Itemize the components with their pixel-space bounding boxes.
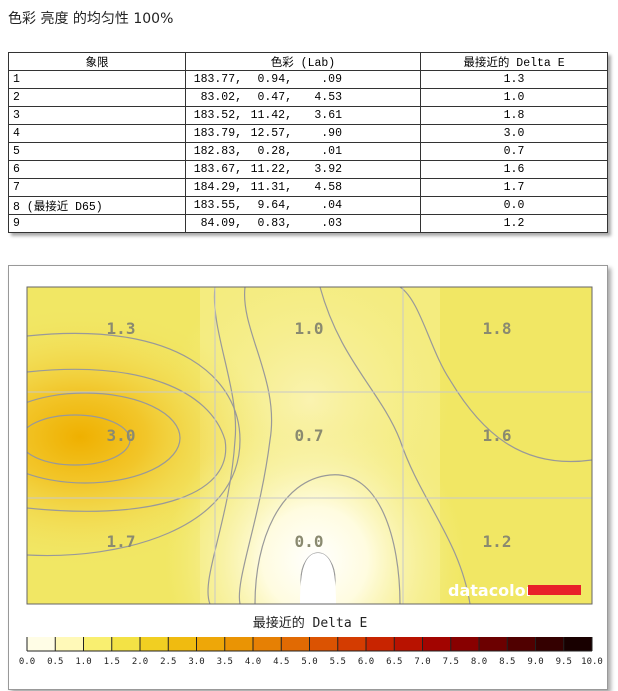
- colorbar-block: [450, 637, 480, 651]
- colorbar-block: [479, 637, 508, 651]
- cell-label: 1.2: [483, 532, 512, 551]
- colorbar-block: [140, 637, 169, 651]
- lab-value: 184.29,: [193, 181, 242, 194]
- lab-value: 183.52,: [193, 109, 242, 122]
- lab-value: 183.79,: [193, 127, 242, 140]
- colorbar-tick-label: 5.5: [330, 657, 346, 667]
- colorbar-block: [253, 637, 282, 651]
- lab-cell: 183.77, 0.94, .09: [185, 70, 421, 89]
- lab-value: 0.28,: [257, 145, 292, 158]
- colorbar-tick-label: 1.5: [104, 657, 120, 667]
- colorbar-block: [281, 637, 310, 651]
- table-row: 3 183.52, 11.42, 3.61 1.8: [8, 106, 608, 125]
- table-row: 2 83.02, 0.47, 4.53 1.0: [8, 88, 608, 107]
- colorbar-block: [55, 637, 84, 651]
- quadrant-cell: 8 (最接近 D65): [8, 196, 186, 215]
- lab-value: 11.22,: [250, 163, 292, 176]
- cell-label: 1.6: [483, 426, 512, 445]
- colorbar-tick-label: 6.5: [386, 657, 402, 667]
- colorbar-block: [507, 637, 536, 651]
- lab-value: .04: [321, 199, 342, 212]
- delta-e-cell: 1.2: [420, 214, 608, 233]
- colorbar-tick-label: 10.0: [581, 657, 603, 667]
- cell-label: 3.0: [107, 426, 136, 445]
- lab-value: .03: [321, 217, 342, 230]
- colorbar-tick-label: 9.5: [556, 657, 572, 667]
- colorbar-tick-label: 8.5: [499, 657, 515, 667]
- lab-value: 11.42,: [250, 109, 292, 122]
- cell-label: 0.7: [295, 426, 324, 445]
- lab-value: .01: [321, 145, 342, 158]
- cell-label: 0.0: [295, 532, 324, 551]
- colorbar-tick-label: 7.0: [414, 657, 430, 667]
- lab-value: 3.92: [314, 163, 342, 176]
- lab-value: 0.94,: [257, 73, 292, 86]
- colorbar-tick-label: 0.0: [19, 657, 35, 667]
- colorbar-block: [196, 637, 226, 651]
- colorbar-block: [309, 637, 339, 651]
- cell-label: 1.3: [107, 319, 136, 338]
- table-row: 9 84.09, 0.83, .03 1.2: [8, 214, 608, 233]
- lab-value: 183.77,: [193, 73, 242, 86]
- colorbar-tick-label: 0.5: [47, 657, 63, 667]
- table-row: 8 (最接近 D65) 183.55, 9.64, .04 0.0: [8, 196, 608, 215]
- colorbar-block: [111, 637, 141, 651]
- lab-value: .09: [321, 73, 342, 86]
- heatmap-panel: [8, 265, 608, 690]
- colorbar-tick-label: 4.0: [245, 657, 261, 667]
- lab-value: 183.67,: [193, 163, 242, 176]
- column-header: 色彩 (Lab): [185, 52, 421, 71]
- colorbar-tick-label: 3.0: [188, 657, 204, 667]
- lab-value: 3.61: [314, 109, 342, 122]
- lab-value: 183.55,: [193, 199, 242, 212]
- lab-value: 0.83,: [257, 217, 292, 230]
- table-row: 6 183.67, 11.22, 3.92 1.6: [8, 160, 608, 179]
- lab-value: 11.31,: [250, 181, 292, 194]
- colorbar-tick-label: 5.0: [301, 657, 317, 667]
- colorbar-block: [224, 637, 254, 651]
- cell-label: 1.7: [107, 532, 136, 551]
- colorbar-block: [337, 637, 367, 651]
- colorbar-tick-label: 2.0: [132, 657, 148, 667]
- colorbar-tick-label: 6.0: [358, 657, 374, 667]
- colorbar-block: [394, 637, 423, 651]
- cell-label: 1.8: [483, 319, 512, 338]
- lab-value: 182.83,: [193, 145, 242, 158]
- colorbar-block: [422, 637, 452, 651]
- colorbar-block: [563, 637, 593, 651]
- colorbar-block: [83, 637, 113, 651]
- page-title: 色彩 亮度 的均匀性 100%: [8, 11, 174, 27]
- colorbar-block: [366, 637, 395, 651]
- colorbar-tick-label: 9.0: [527, 657, 543, 667]
- colorbar-tick-label: 4.5: [273, 657, 289, 667]
- table-row: 1 183.77, 0.94, .09 1.3: [8, 70, 608, 89]
- lab-value: 83.02,: [200, 91, 242, 104]
- colorbar-tick-label: 3.5: [217, 657, 233, 667]
- colorbar-block: [535, 637, 565, 651]
- colorbar-tick-label: 7.5: [443, 657, 459, 667]
- lab-cell: 84.09, 0.83, .03: [185, 214, 421, 233]
- lab-value: 4.58: [314, 181, 342, 194]
- lab-value: 0.47,: [257, 91, 292, 104]
- colorbar-tick-label: 1.0: [75, 657, 91, 667]
- logo: datacolor: [448, 581, 534, 600]
- lab-table: 象限 色彩 (Lab) 最接近的 Delta E 1 183.77, 0.94, .09 1.…: [8, 52, 608, 233]
- lab-value: 9.64,: [257, 199, 292, 212]
- colorbar-block: [27, 637, 56, 651]
- cell-label: 1.0: [295, 319, 324, 338]
- colorbar-tick-label: 2.5: [160, 657, 176, 667]
- lab-value: 4.53: [314, 91, 342, 104]
- lab-value: .90: [321, 127, 342, 140]
- colorbar-block: [168, 637, 197, 651]
- colorbar-title: 最接近的 Delta E: [253, 615, 368, 631]
- lab-value: 84.09,: [200, 217, 242, 230]
- colorbar-tick-label: 8.0: [471, 657, 487, 667]
- lab-value: 12.57,: [250, 127, 292, 140]
